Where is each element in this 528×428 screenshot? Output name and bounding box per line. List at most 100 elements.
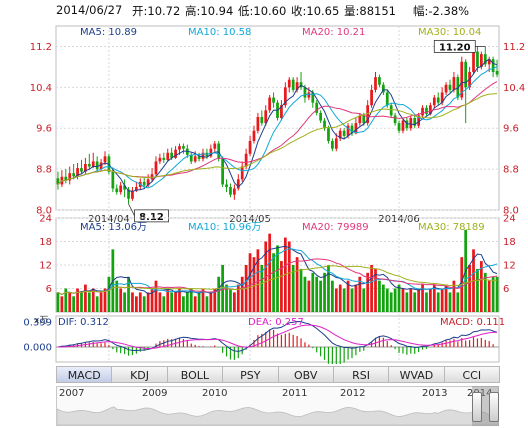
candle-body [221, 158, 224, 185]
volume-ma10-line [57, 248, 498, 295]
candle-body [170, 152, 174, 158]
quote-high: 高:10.94 [185, 4, 234, 18]
candle-body [142, 181, 146, 186]
volume-bar [256, 249, 260, 312]
tab-macd[interactable]: MACD [56, 366, 113, 383]
volume-bar [68, 292, 72, 312]
tab-psy[interactable]: PSY [222, 366, 279, 383]
candle-body [189, 154, 193, 162]
candle-body [72, 173, 76, 177]
candle-body [182, 146, 185, 149]
volume-bar [487, 280, 491, 312]
candle-body [233, 188, 236, 195]
tab-kdj[interactable]: KDJ [111, 366, 168, 383]
candle-body [327, 128, 330, 141]
volume-bar [127, 276, 130, 312]
volume-bar [479, 261, 483, 312]
candle-body [479, 54, 483, 67]
tab-obv[interactable]: OBV [277, 366, 334, 383]
volume-bar [444, 284, 448, 312]
candle-body [268, 97, 272, 111]
volume-bar [362, 288, 366, 312]
volume-bar [432, 284, 436, 312]
volume-bar [225, 284, 228, 312]
volume-bar [342, 288, 346, 312]
volume-bar [272, 253, 275, 312]
volume-bar [409, 288, 413, 312]
candle-body [84, 164, 87, 172]
candle-body [366, 105, 370, 124]
candle-body [385, 92, 389, 106]
candle-body [174, 149, 177, 158]
price-tick-left: 8.0 [36, 206, 52, 217]
volume-bar [166, 288, 170, 312]
candle-body [56, 178, 60, 185]
volume-bar [421, 284, 424, 312]
candle-body [272, 97, 275, 103]
tab-cci[interactable]: CCI [443, 366, 500, 383]
candle-body [64, 176, 68, 181]
volume-bar [123, 292, 126, 312]
candle-body [440, 92, 444, 103]
volume-bar [370, 265, 373, 312]
price-ma30-line [57, 93, 498, 185]
volume-bar [397, 284, 401, 312]
candle-body [456, 77, 460, 98]
volume-bar [299, 268, 303, 312]
tab-wvad[interactable]: WVAD [388, 366, 445, 383]
candle-body [358, 115, 362, 124]
candle-body [405, 120, 409, 129]
price-legend-2: MA10: 10.58 [188, 27, 251, 38]
volume-bar [229, 288, 232, 312]
volume-bar [334, 288, 338, 312]
volume-bar [311, 272, 315, 312]
volume-tick-right: 12 [503, 261, 516, 272]
candle-body [374, 77, 377, 90]
candle-body [413, 118, 417, 126]
candle-body [229, 187, 232, 195]
volume-bar [248, 253, 252, 312]
volume-bar [425, 292, 428, 312]
candle-body [248, 141, 252, 154]
price-tick-right: 10.4 [503, 83, 525, 94]
time-navigator[interactable]: 2007200920102011201220132014 [56, 386, 499, 426]
candle-body [460, 61, 464, 98]
candle-body [291, 79, 295, 90]
volume-bar [319, 280, 322, 312]
navigator-year-2009: 2009 [142, 388, 168, 399]
volume-bar [366, 272, 370, 312]
candle-body [256, 116, 260, 131]
candle-body [495, 70, 499, 75]
volume-bar [95, 296, 99, 312]
price-legend-1: MA5: 10.89 [80, 27, 137, 38]
candle-body [236, 179, 240, 189]
volume-bar [276, 245, 279, 312]
macd-tick-top: 0.399 [23, 318, 52, 329]
candle-body [76, 168, 79, 177]
candle-body [307, 92, 311, 98]
candle-body [201, 152, 205, 159]
volume-bar [142, 296, 146, 312]
volume-bar [193, 296, 197, 312]
candle-body [432, 97, 436, 106]
quote-date: 2014/06/27 [56, 3, 123, 17]
candle-body [197, 156, 201, 159]
candle-body [350, 125, 354, 134]
tab-rsi[interactable]: RSI [332, 366, 390, 383]
volume-bar [374, 268, 377, 312]
navigator-left-handle[interactable] [472, 392, 482, 422]
tab-boll[interactable]: BOLL [166, 366, 224, 383]
volume-bar [389, 292, 393, 312]
candle-body [217, 143, 221, 159]
volume-bar [378, 280, 381, 312]
candle-body [111, 171, 115, 189]
panel-frame-3 [55, 315, 500, 363]
candle-body [127, 189, 130, 199]
macd-legend-3: MACD: 0.111 [440, 317, 505, 328]
candle-body [283, 87, 287, 106]
volume-bar [131, 292, 134, 312]
macd-tick-zero: 0.000 [23, 343, 52, 354]
candle-body [425, 107, 428, 114]
navigator-right-handle[interactable] [489, 392, 499, 422]
price-tick-left: 10.4 [30, 83, 52, 94]
